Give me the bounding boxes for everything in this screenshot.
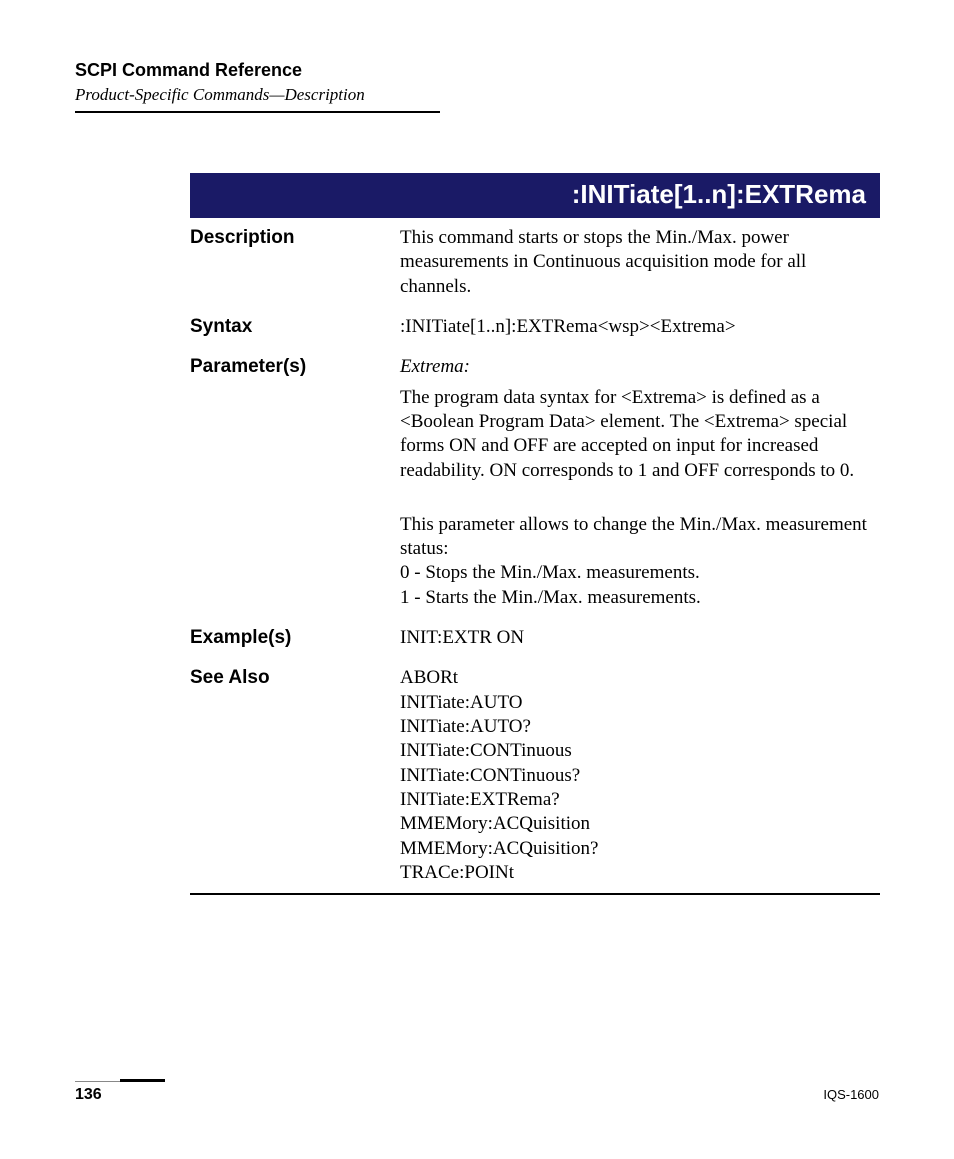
page-number: 136: [75, 1086, 102, 1104]
section-title: SCPI Command Reference: [75, 60, 879, 81]
param-para2-line0: This parameter allows to change the Min.…: [400, 513, 870, 562]
value-examples: INIT:EXTR ON: [400, 618, 880, 658]
param-para2-line2: 1 - Starts the Min./Max. measurements.: [400, 586, 870, 610]
param-para2-line1: 0 - Stops the Min./Max. measurements.: [400, 561, 870, 585]
row-syntax: Syntax :INITiate[1..n]:EXTRema<wsp><Extr…: [190, 307, 880, 347]
label-parameters: Parameter(s): [190, 347, 400, 618]
page-header: SCPI Command Reference Product-Specific …: [75, 60, 879, 113]
see-also-item: ABORt: [400, 666, 870, 690]
subsection-title: Product-Specific Commands—Description: [75, 85, 879, 105]
label-see-also: See Also: [190, 658, 400, 894]
label-examples: Example(s): [190, 618, 400, 658]
value-see-also: ABORt INITiate:AUTO INITiate:AUTO? INITi…: [400, 658, 880, 894]
see-also-item: TRACe:POINt: [400, 861, 870, 885]
see-also-item: INITiate:CONTinuous: [400, 739, 870, 763]
see-also-item: INITiate:AUTO?: [400, 715, 870, 739]
product-id: IQS-1600: [823, 1087, 879, 1102]
page-footer: 136 IQS-1600: [75, 1079, 879, 1104]
param-para1: The program data syntax for <Extrema> is…: [400, 386, 870, 483]
label-description: Description: [190, 218, 400, 307]
label-syntax: Syntax: [190, 307, 400, 347]
value-syntax: :INITiate[1..n]:EXTRema<wsp><Extrema>: [400, 307, 880, 347]
row-see-also: See Also ABORt INITiate:AUTO INITiate:AU…: [190, 658, 880, 894]
definition-table: Description This command starts or stops…: [190, 218, 880, 895]
footer-rule-thick: [120, 1079, 165, 1082]
value-parameters: Extrema: The program data syntax for <Ex…: [400, 347, 880, 618]
row-description: Description This command starts or stops…: [190, 218, 880, 307]
see-also-item: INITiate:EXTRema?: [400, 788, 870, 812]
see-also-item: MMEMory:ACQuisition: [400, 812, 870, 836]
row-examples: Example(s) INIT:EXTR ON: [190, 618, 880, 658]
footer-rule-thin: [75, 1081, 120, 1082]
footer-rule: [75, 1079, 879, 1082]
value-description: This command starts or stops the Min./Ma…: [400, 218, 880, 307]
command-box: :INITiate[1..n]:EXTRema Description This…: [190, 173, 880, 895]
see-also-item: INITiate:AUTO: [400, 691, 870, 715]
see-also-item: INITiate:CONTinuous?: [400, 764, 870, 788]
page: SCPI Command Reference Product-Specific …: [0, 0, 954, 1159]
footer-line: 136 IQS-1600: [75, 1086, 879, 1104]
see-also-item: MMEMory:ACQuisition?: [400, 837, 870, 861]
header-rule: [75, 111, 440, 113]
command-title: :INITiate[1..n]:EXTRema: [190, 173, 880, 218]
row-parameters: Parameter(s) Extrema: The program data s…: [190, 347, 880, 618]
param-name: Extrema:: [400, 356, 470, 377]
